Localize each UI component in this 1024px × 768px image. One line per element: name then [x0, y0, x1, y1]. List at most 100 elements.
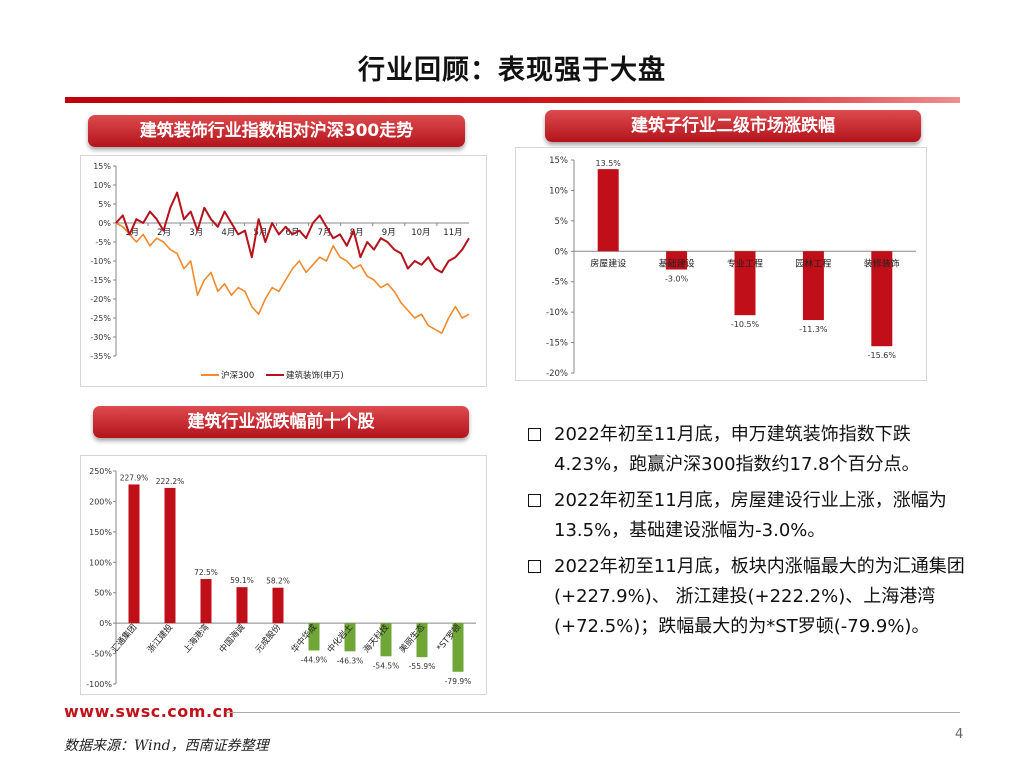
legend-label: 建筑装饰(申万) [286, 370, 344, 381]
category-label: 园林工程 [795, 257, 831, 269]
data-label: 227.9% [120, 473, 149, 482]
category-label: 基础建设 [659, 257, 695, 269]
bullet-item: 2022年初至11月底，房屋建设行业上涨，涨幅为13.5%，基础建设涨幅为-3.… [528, 486, 968, 546]
data-label: 13.5% [595, 159, 621, 168]
x-tick-label: 10月 [411, 228, 430, 238]
category-label: 汇通集团 [109, 622, 139, 655]
y-tick-label: 0% [98, 219, 111, 228]
bar-3 [734, 251, 756, 316]
stock-bar-9 [416, 623, 428, 658]
category-label: 浙江建投 [145, 622, 176, 655]
bullet-text: 2022年初至11月底，房屋建设行业上涨，涨幅为13.5%，基础建设涨幅为-3.… [554, 490, 947, 541]
category-label: 中国海诚 [217, 622, 248, 655]
page-number: 4 [955, 727, 964, 742]
x-tick-label: 1月 [125, 228, 139, 238]
x-tick-label: 5月 [253, 228, 267, 238]
y-tick-label: -100% [86, 680, 112, 689]
y-tick-label: 15% [93, 162, 111, 171]
y-tick-label: 200% [89, 497, 112, 506]
data-label: 72.5% [194, 568, 218, 577]
y-tick-label: -20% [90, 295, 111, 304]
data-label: 59.1% [230, 576, 254, 585]
checkbox-bullet-icon [528, 560, 541, 573]
stock-bar-5 [272, 587, 284, 624]
stock-bar-4 [236, 587, 248, 624]
data-label: -55.9% [409, 662, 436, 671]
x-tick-label: 11月 [443, 228, 462, 238]
index-trend-line-chart: 15% 10% 5% 0% -5% -10% -15% -20% -25% -30% -35% 1月 2… [90, 162, 470, 381]
bullet-text: 2022年初至11月底，板块内涨幅最大的为汇通集团(+227.9%)、 浙江建投… [554, 556, 965, 637]
category-label: 上海港湾 [181, 622, 212, 655]
bar-1 [597, 169, 619, 252]
stock-bar-2 [164, 487, 176, 624]
stock-bar-10 [452, 623, 464, 672]
y-tick-label: 15% [549, 156, 568, 166]
y-tick-label: -10% [546, 308, 568, 318]
top10-chart-panel: 250% 200% 150% 100% 50% 0% -50% -100% 227.9% 汇通集团… [80, 455, 487, 695]
title-divider [65, 97, 960, 103]
y-tick-label: 10% [549, 186, 568, 196]
y-tick-label: -15% [546, 339, 568, 349]
y-tick-label: -30% [90, 333, 111, 342]
bar-5 [871, 251, 893, 347]
y-tick-label: 50% [94, 589, 112, 598]
y-tick-label: 100% [89, 558, 112, 567]
footer-source: 数据来源：Wind，西南证券整理 [64, 738, 269, 754]
y-tick-label: -20% [546, 369, 568, 379]
bullet-text: 2022年初至11月底，申万建筑装饰指数下跌4.23%，跑赢沪深300指数约17… [554, 424, 920, 475]
subsector-bar-chart: 15% 10% 5% 0% -5% -10% -15% -20% 13.5% 房屋建设 -3.0% 基… [546, 156, 916, 379]
x-tick-label: 2月 [157, 228, 171, 238]
trend-chart-banner: 建筑装饰行业指数相对沪深300走势 [88, 115, 465, 147]
data-label: 58.2% [266, 577, 290, 586]
y-tick-label: 5% [555, 217, 569, 227]
stock-bar-7 [344, 623, 356, 652]
category-label: 专业工程 [727, 257, 763, 269]
bar-4 [802, 251, 824, 321]
data-label: -54.5% [373, 661, 400, 670]
y-tick-label: 5% [98, 200, 111, 209]
trend-chart-panel: 15% 10% 5% 0% -5% -10% -15% -20% -25% -30% -35% 1月 2… [80, 155, 487, 387]
stock-bar-1 [128, 484, 140, 624]
top10-stocks-bar-chart: 250% 200% 150% 100% 50% 0% -50% -100% 227.9% 汇通集团… [86, 467, 476, 689]
slide-title: 行业回顾：表现强于大盘 [358, 55, 666, 86]
x-tick-label: 3月 [189, 228, 203, 238]
subsector-chart-panel: 15% 10% 5% 0% -5% -10% -15% -20% 13.5% 房屋建设 -3.0% 基… [515, 147, 927, 381]
data-label: -10.5% [731, 320, 760, 329]
data-label: -11.3% [799, 325, 828, 334]
summary-bullets: 2022年初至11月底，申万建筑装饰指数下跌4.23%，跑赢沪深300指数约17… [528, 420, 968, 648]
top10-chart-banner: 建筑行业涨跌幅前十个股 [93, 406, 469, 438]
category-label: 房屋建设 [590, 257, 626, 269]
stock-bar-8 [380, 623, 392, 657]
subsector-chart-banner: 建筑子行业二级市场涨跌幅 [545, 110, 921, 142]
y-tick-label: 150% [89, 528, 112, 537]
y-tick-label: -25% [90, 314, 111, 323]
footer-url: www.swsc.com.cn [64, 702, 235, 721]
x-tick-label: 9月 [382, 228, 396, 238]
y-tick-label: -5% [95, 238, 111, 247]
stock-bar-6 [308, 623, 320, 651]
y-tick-label: 0% [555, 247, 569, 257]
y-tick-label: 0% [99, 619, 112, 628]
data-label: -79.9% [445, 677, 472, 686]
series-line-construction [115, 191, 470, 274]
y-tick-label: 250% [89, 467, 112, 476]
legend-label: 沪深300 [221, 370, 254, 381]
data-label: -44.9% [301, 655, 328, 664]
bullet-item: 2022年初至11月底，申万建筑装饰指数下跌4.23%，跑赢沪深300指数约17… [528, 420, 968, 480]
footer-divider [226, 712, 960, 713]
y-tick-label: -10% [90, 257, 111, 266]
bar-2 [666, 251, 688, 270]
data-label: -3.0% [665, 275, 689, 284]
y-tick-label: 10% [93, 181, 111, 190]
category-label: 装修装饰 [864, 257, 900, 269]
checkbox-bullet-icon [528, 428, 541, 441]
x-tick-label: 7月 [318, 228, 332, 238]
stock-bar-3 [200, 579, 212, 624]
category-label: 元成股份 [253, 622, 284, 655]
data-label: 222.2% [156, 477, 185, 486]
checkbox-bullet-icon [528, 494, 541, 507]
bullet-item: 2022年初至11月底，板块内涨幅最大的为汇通集团(+227.9%)、 浙江建投… [528, 552, 968, 642]
data-label: -15.6% [868, 351, 897, 360]
y-tick-label: -50% [91, 650, 112, 659]
x-tick-label: 8月 [350, 228, 364, 238]
